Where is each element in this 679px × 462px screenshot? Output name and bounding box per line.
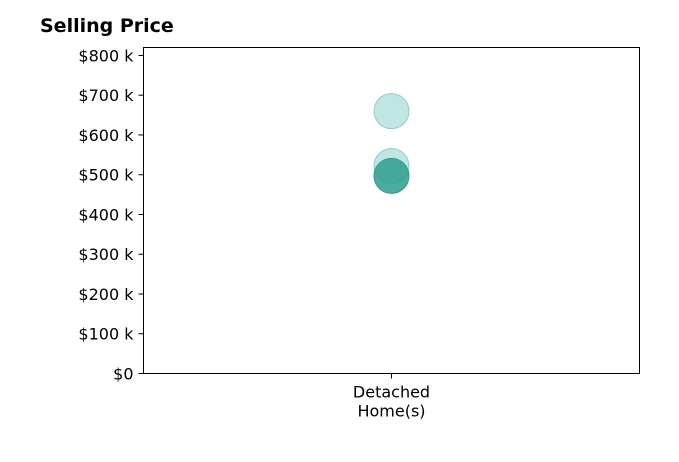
- y-axis: $0 $100 k $200 k $300 k $400 k $500 k $600 k $7…: [78, 46, 144, 384]
- y-tick-label: $300 k: [78, 245, 134, 264]
- y-tick-label: $200 k: [78, 285, 134, 304]
- plot-frame: [143, 47, 640, 374]
- y-tick-label: $600 k: [78, 126, 134, 145]
- y-tick-label: $100 k: [78, 325, 134, 344]
- x-axis: Detached Home(s): [353, 373, 430, 421]
- chart-title: Selling Price: [40, 15, 174, 37]
- highlighted-data-point: [373, 157, 410, 194]
- x-tick-label: Detached Home(s): [353, 383, 430, 421]
- y-tick-label: $800 k: [78, 46, 134, 65]
- plot-area: [373, 93, 410, 194]
- y-tick-label: $500 k: [78, 166, 134, 185]
- data-point: [373, 93, 410, 130]
- y-tick-label: $700 k: [78, 86, 134, 105]
- y-tick-label: $400 k: [78, 205, 134, 224]
- y-tick-label: $0: [113, 365, 133, 384]
